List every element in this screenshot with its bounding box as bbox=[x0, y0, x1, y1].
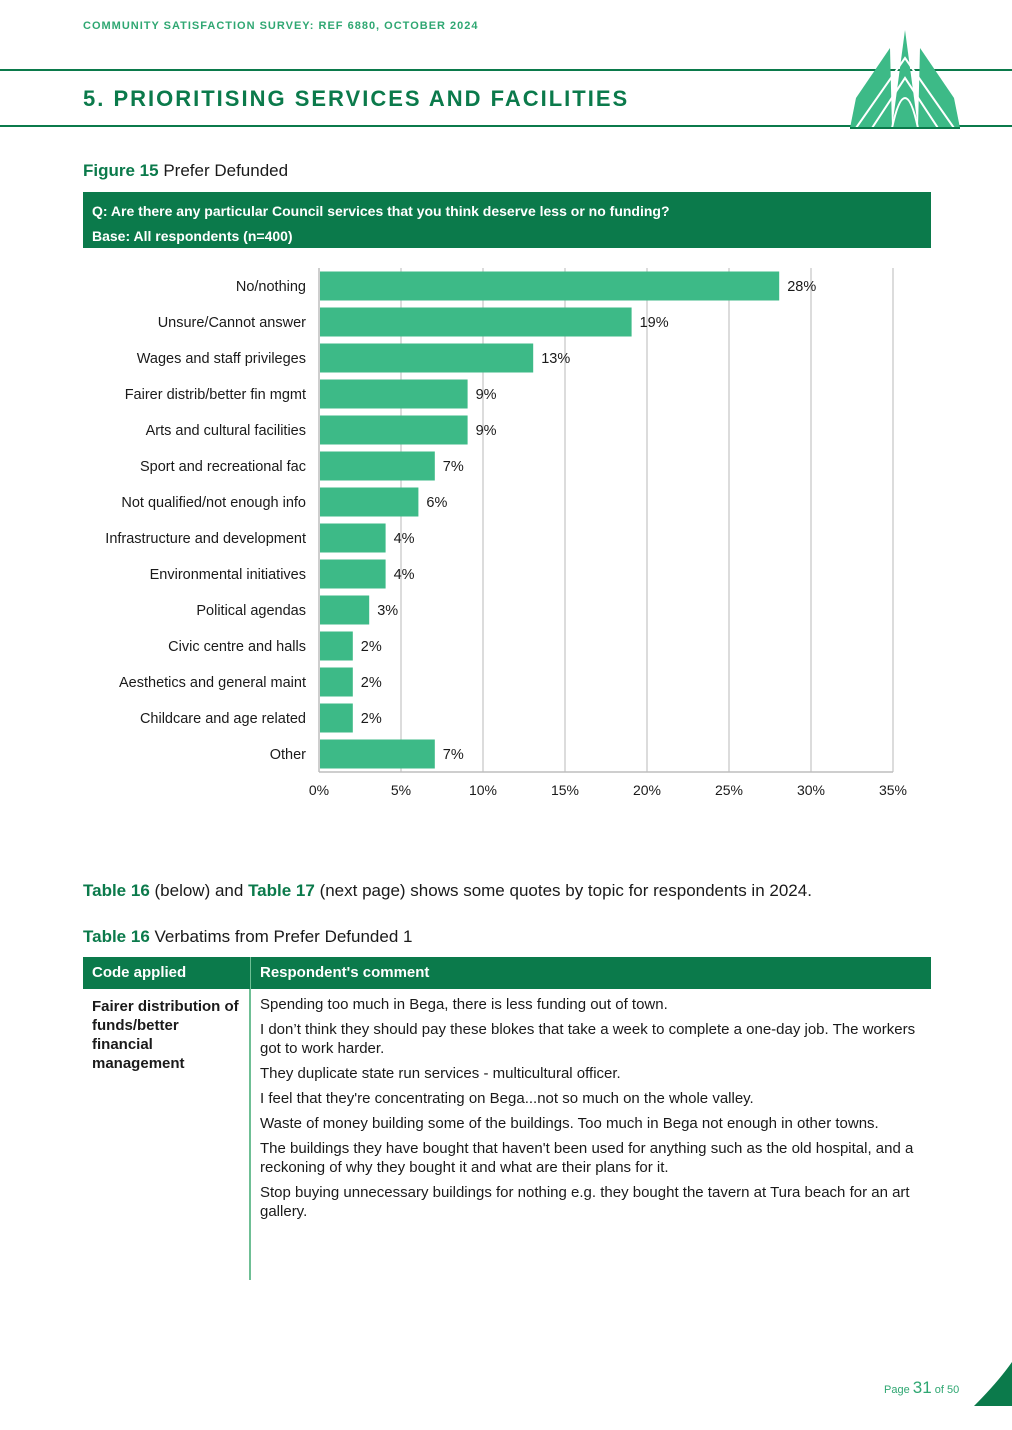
bar bbox=[320, 379, 468, 409]
bar bbox=[320, 271, 780, 301]
bar bbox=[320, 523, 386, 553]
x-tick-label: 15% bbox=[551, 782, 579, 798]
data-label: 4% bbox=[394, 531, 415, 547]
x-tick-label: 35% bbox=[879, 782, 907, 798]
comment-item: I don’t think they should pay these blok… bbox=[260, 1021, 916, 1057]
council-logo-icon bbox=[850, 30, 960, 129]
data-label: 3% bbox=[377, 603, 398, 619]
reference-text-rest: (next page) shows some quotes by topic f… bbox=[314, 881, 812, 900]
data-label: 2% bbox=[361, 711, 382, 727]
bar bbox=[320, 631, 353, 661]
bar bbox=[320, 487, 419, 517]
x-tick-label: 0% bbox=[309, 782, 329, 798]
bar-chart: 0% 5% 10% 15% 20% 25% 30% 35% No/nothing 28% Unsur… bbox=[105, 268, 907, 798]
comments-cell: Spending too much in Bega, there is less… bbox=[251, 989, 931, 1280]
page-word: Page bbox=[884, 1384, 910, 1396]
data-label: 2% bbox=[361, 639, 382, 655]
category-label: Childcare and age related bbox=[140, 711, 306, 727]
data-label: 9% bbox=[476, 387, 497, 403]
comment-item: Waste of money building some of the buil… bbox=[260, 1115, 879, 1132]
header-rule-top bbox=[0, 69, 1012, 71]
code-cell: Fairer distribution of funds/better fina… bbox=[83, 989, 251, 1280]
x-tick-label: 20% bbox=[633, 782, 661, 798]
category-label: Infrastructure and development bbox=[105, 531, 306, 547]
figure-caption: Figure 15 Prefer Defunded bbox=[83, 161, 288, 181]
bar bbox=[320, 451, 435, 481]
comment-item: They duplicate state run services - mult… bbox=[260, 1065, 621, 1082]
x-tick-label: 10% bbox=[469, 782, 497, 798]
table-caption: Table 16 Verbatims from Prefer Defunded … bbox=[83, 927, 412, 947]
category-label: Environmental initiatives bbox=[150, 567, 306, 583]
category-label: Fairer distrib/better fin mgmt bbox=[125, 387, 306, 403]
category-label: Political agendas bbox=[196, 603, 306, 619]
table-header-row: Code applied Respondent's comment bbox=[83, 957, 931, 989]
verbatims-table: Code applied Respondent's comment Fairer… bbox=[83, 957, 931, 1280]
category-label: Other bbox=[270, 747, 306, 763]
question-text: Q: Are there any particular Council serv… bbox=[92, 203, 670, 219]
corner-triangle-icon bbox=[974, 1362, 1012, 1406]
survey-reference: COMMUNITY SATISFACTION SURVEY: REF 6880,… bbox=[83, 20, 479, 32]
bar bbox=[320, 703, 353, 733]
x-tick-label: 25% bbox=[715, 782, 743, 798]
reference-text-mid: (below) and bbox=[149, 881, 249, 900]
reference-paragraph: Table 16 (below) and Table 17 (next page… bbox=[83, 881, 812, 901]
data-label: 2% bbox=[361, 675, 382, 691]
category-label: Arts and cultural facilities bbox=[146, 423, 306, 439]
bar bbox=[320, 343, 534, 373]
data-label: 13% bbox=[541, 351, 570, 367]
data-label: 7% bbox=[443, 747, 464, 763]
base-text: Base: All respondents (n=400) bbox=[92, 228, 293, 244]
x-tick-label: 30% bbox=[797, 782, 825, 798]
data-label: 7% bbox=[443, 459, 464, 475]
table-title: Verbatims from Prefer Defunded 1 bbox=[154, 927, 413, 946]
category-label: Aesthetics and general maint bbox=[119, 675, 306, 691]
table-row: Fairer distribution of funds/better fina… bbox=[83, 989, 931, 1280]
category-label: No/nothing bbox=[236, 279, 306, 295]
data-label: 28% bbox=[787, 279, 816, 295]
bar bbox=[320, 415, 468, 445]
category-label: Sport and recreational fac bbox=[140, 459, 306, 475]
data-label: 6% bbox=[426, 495, 447, 511]
comment-item: Stop buying unnecessary buildings for no… bbox=[260, 1184, 910, 1220]
data-label: 19% bbox=[640, 315, 669, 331]
table-17-link: Table 17 bbox=[248, 881, 315, 900]
bar bbox=[320, 595, 370, 625]
data-label: 4% bbox=[394, 567, 415, 583]
column-header-code: Code applied bbox=[83, 957, 251, 989]
category-label: Civic centre and halls bbox=[168, 639, 306, 655]
header-rule-bottom bbox=[0, 125, 1012, 127]
category-label: Not qualified/not enough info bbox=[121, 495, 306, 511]
comment-item: Spending too much in Bega, there is less… bbox=[260, 996, 668, 1013]
page-total: of 50 bbox=[934, 1384, 960, 1396]
bar bbox=[320, 739, 435, 769]
data-label: 9% bbox=[476, 423, 497, 439]
column-header-comment: Respondent's comment bbox=[260, 964, 430, 981]
figure-label: Figure 15 bbox=[83, 161, 159, 180]
page-number: Page 31 of 50 bbox=[884, 1378, 959, 1398]
category-label: Unsure/Cannot answer bbox=[158, 315, 306, 331]
figure-title: Prefer Defunded bbox=[163, 161, 289, 180]
question-box: Q: Are there any particular Council serv… bbox=[83, 192, 931, 248]
page-number-value: 31 bbox=[912, 1378, 932, 1397]
comment-item: I feel that they're concentrating on Beg… bbox=[260, 1090, 754, 1107]
category-label: Wages and staff privileges bbox=[137, 351, 306, 367]
table-16-link: Table 16 bbox=[83, 881, 150, 900]
comment-item: The buildings they have bought that have… bbox=[260, 1140, 914, 1176]
x-tick-label: 5% bbox=[391, 782, 411, 798]
bar bbox=[320, 559, 386, 589]
bar bbox=[320, 667, 353, 697]
bar bbox=[320, 307, 632, 337]
table-label: Table 16 bbox=[83, 927, 150, 946]
section-title: 5. PRIORITISING SERVICES AND FACILITIES bbox=[83, 86, 630, 111]
